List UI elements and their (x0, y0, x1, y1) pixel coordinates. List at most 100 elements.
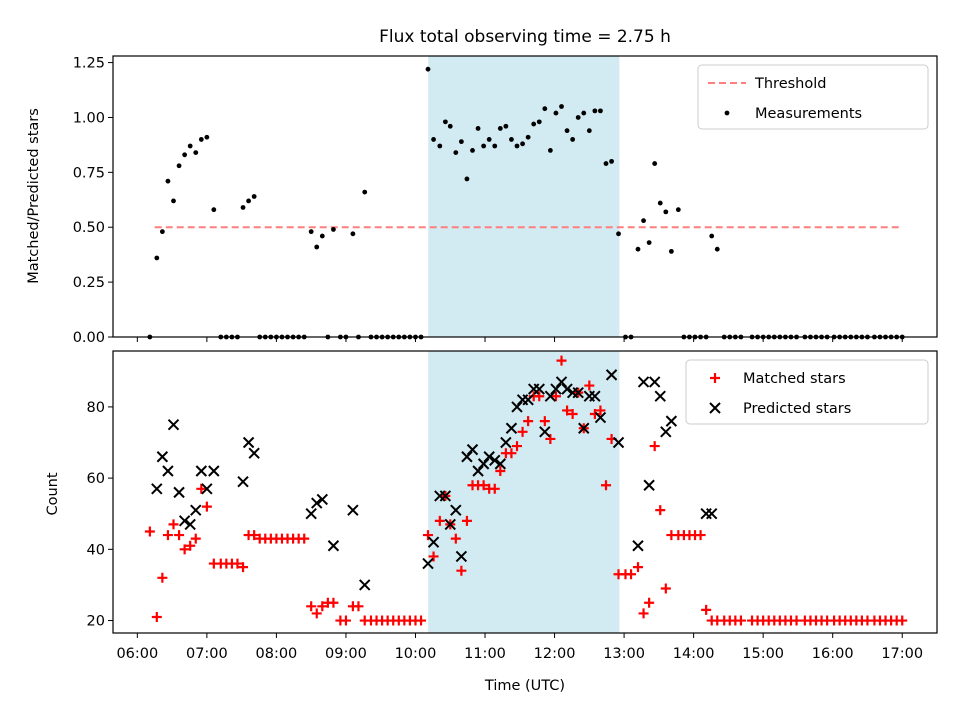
data-point (434, 515, 445, 526)
panel-ratio-series-dot (147, 66, 905, 340)
panel-ratio-shaded-interval (428, 56, 620, 337)
data-point (314, 244, 320, 250)
data-point (195, 465, 208, 477)
data-point (572, 386, 584, 399)
data-point (204, 134, 210, 140)
data-point (655, 505, 666, 516)
data-point (652, 161, 658, 166)
data-point (179, 544, 190, 555)
data-point (570, 137, 576, 142)
data-point (240, 205, 246, 210)
data-point (458, 139, 464, 145)
data-point (635, 246, 641, 252)
data-point (331, 227, 336, 232)
panel-counts-legend-box (685, 359, 929, 425)
panel-counts-legend-label: Matched stars (743, 371, 846, 387)
data-point (450, 504, 462, 516)
data-point (359, 579, 371, 591)
panel-ratio-y-tick-label: 0.75 (73, 165, 105, 181)
data-point (531, 121, 537, 127)
data-point (575, 115, 581, 120)
data-point (328, 597, 339, 608)
data-point (242, 436, 255, 449)
data-point (442, 119, 448, 125)
data-point (584, 380, 595, 391)
data-point (533, 383, 545, 395)
panel-ratio-y-tick-label: 0.50 (73, 220, 105, 236)
panel-counts-y-tick-label: 80 (87, 400, 105, 416)
data-point (198, 137, 204, 142)
data-point (447, 123, 453, 129)
data-point (478, 480, 489, 491)
data-point (168, 519, 179, 530)
data-point (190, 533, 201, 544)
data-point (319, 233, 325, 239)
data-point (425, 66, 431, 72)
data-point (567, 409, 578, 420)
data-point (184, 518, 196, 531)
data-point (586, 128, 592, 134)
data-point (350, 231, 356, 237)
data-point (609, 158, 614, 164)
panel-ratio-y-tick-label: 1.25 (73, 56, 105, 72)
data-point (187, 143, 193, 149)
data-point (311, 497, 323, 509)
data-point (545, 433, 556, 444)
data-point (249, 530, 260, 541)
data-point (162, 465, 174, 477)
data-point (157, 572, 168, 583)
data-point (178, 515, 191, 527)
data-point (646, 240, 652, 246)
data-point (547, 147, 553, 153)
data-point (592, 108, 598, 114)
data-point (238, 562, 249, 573)
data-point (185, 540, 196, 551)
data-point (151, 483, 163, 495)
data-point (668, 248, 674, 254)
data-point (612, 436, 625, 449)
data-point (456, 565, 467, 576)
data-point (525, 134, 531, 140)
x-tick-label: 15:00 (742, 646, 784, 662)
x-tick-label: 07:00 (186, 646, 228, 662)
data-point (503, 123, 509, 129)
data-point (237, 475, 249, 488)
data-point (616, 231, 621, 237)
panel-counts-series-x (151, 369, 718, 591)
data-point (649, 441, 660, 452)
data-point (578, 422, 590, 434)
data-point (714, 246, 720, 252)
data-point (483, 451, 495, 463)
data-point (514, 143, 520, 149)
data-point (536, 119, 542, 125)
chart-title: Flux total observing time = 2.75 h (379, 27, 671, 47)
panel-ratio-legend-box (697, 64, 929, 130)
data-point (556, 355, 567, 366)
panel-ratio-y-tick-label: 0.00 (73, 330, 105, 346)
data-point (594, 411, 607, 424)
data-point (156, 451, 169, 463)
data-point (644, 597, 655, 608)
data-point (595, 405, 606, 416)
panel-counts-frame (112, 350, 938, 634)
panel-ratio-y-tick-label: 0.25 (73, 275, 105, 291)
data-point (208, 465, 220, 477)
data-point (437, 143, 443, 149)
data-point (165, 178, 171, 184)
data-point (470, 147, 475, 153)
x-tick-label: 11:00 (464, 646, 506, 662)
data-point (251, 194, 257, 199)
data-point (520, 141, 525, 147)
data-point (159, 229, 165, 235)
data-point (675, 207, 681, 213)
data-point (299, 533, 310, 544)
data-point (601, 480, 612, 491)
data-point (316, 493, 329, 506)
data-point (626, 569, 637, 580)
data-point (654, 390, 666, 402)
panel-counts-legend-swatch-plus (710, 373, 720, 383)
data-point (534, 391, 545, 402)
data-point (431, 137, 436, 142)
panel-ratio-legend-label: Threshold (754, 76, 826, 92)
